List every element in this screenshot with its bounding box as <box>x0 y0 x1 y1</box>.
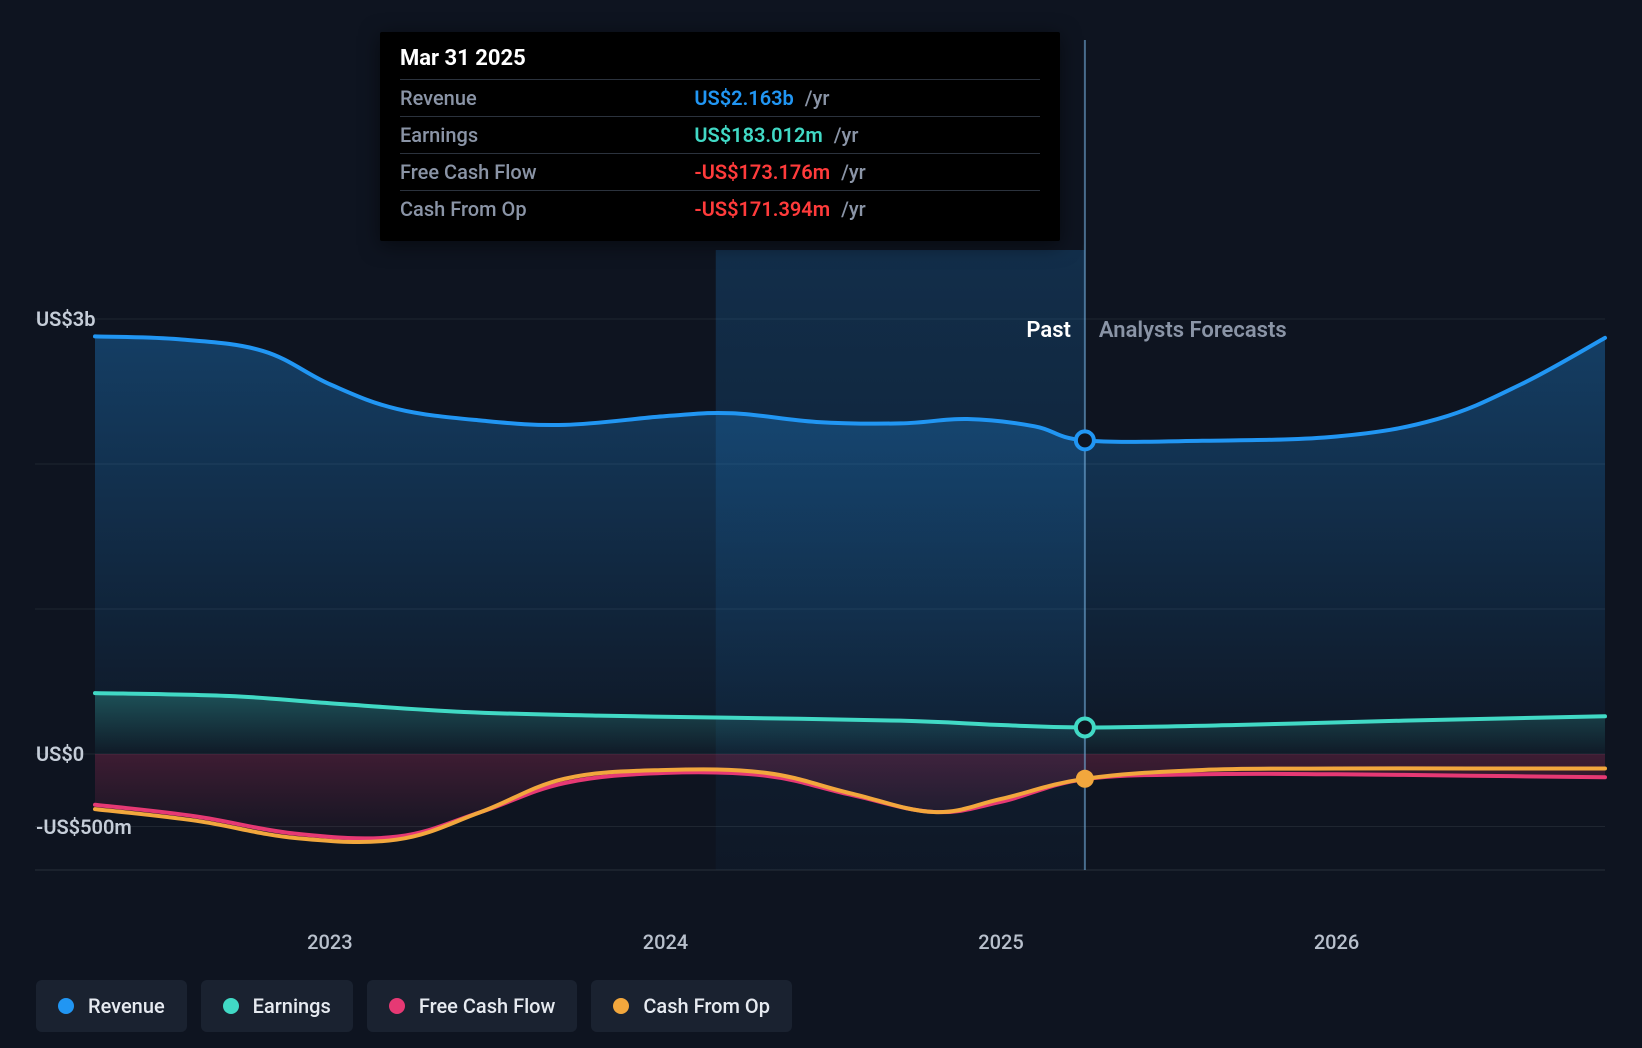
legend-item-fcf[interactable]: Free Cash Flow <box>367 980 578 1032</box>
x-axis-label: 2026 <box>1314 930 1359 954</box>
y-axis-label: US$3b <box>36 307 95 331</box>
y-axis-label: -US$500m <box>36 815 132 839</box>
tooltip-metric-value: US$183.012m /yr <box>694 117 1040 154</box>
tooltip-table: RevenueUS$2.163b /yrEarningsUS$183.012m … <box>400 79 1040 227</box>
tooltip-metric-name: Free Cash Flow <box>400 154 694 191</box>
tooltip-row: Free Cash Flow-US$173.176m /yr <box>400 154 1040 191</box>
legend-item-cfo[interactable]: Cash From Op <box>591 980 792 1032</box>
financial-chart[interactable]: US$3bUS$0-US$500m 2023202420252026 Past … <box>0 0 1642 1048</box>
tooltip-metric-value: -US$171.394m /yr <box>694 191 1040 228</box>
tooltip-metric-value: US$2.163b /yr <box>694 80 1040 117</box>
x-axis-label: 2025 <box>978 930 1023 954</box>
tooltip-metric-name: Revenue <box>400 80 694 117</box>
tooltip-row: Cash From Op-US$171.394m /yr <box>400 191 1040 228</box>
legend-item-revenue[interactable]: Revenue <box>36 980 187 1032</box>
legend-label: Earnings <box>253 994 331 1018</box>
hover-tooltip: Mar 31 2025 RevenueUS$2.163b /yrEarnings… <box>380 32 1060 241</box>
tooltip-metric-value: -US$173.176m /yr <box>694 154 1040 191</box>
hover-marker-earnings <box>1076 718 1094 736</box>
chart-legend: Revenue Earnings Free Cash Flow Cash From O… <box>36 980 792 1032</box>
hover-marker-cfo <box>1076 770 1094 788</box>
tooltip-metric-name: Earnings <box>400 117 694 154</box>
legend-item-earnings[interactable]: Earnings <box>201 980 353 1032</box>
tooltip-date: Mar 31 2025 <box>400 46 1040 79</box>
legend-label: Cash From Op <box>643 994 770 1018</box>
legend-label: Free Cash Flow <box>419 994 556 1018</box>
hover-marker-revenue <box>1076 431 1094 449</box>
region-label-past: Past <box>1026 318 1071 343</box>
legend-dot-icon <box>223 998 239 1014</box>
region-label-forecast: Analysts Forecasts <box>1099 318 1287 343</box>
x-axis-label: 2024 <box>643 930 688 954</box>
tooltip-row: EarningsUS$183.012m /yr <box>400 117 1040 154</box>
legend-dot-icon <box>58 998 74 1014</box>
legend-dot-icon <box>613 998 629 1014</box>
tooltip-metric-name: Cash From Op <box>400 191 694 228</box>
legend-label: Revenue <box>88 994 165 1018</box>
x-axis-label: 2023 <box>307 930 352 954</box>
y-axis-label: US$0 <box>36 742 84 766</box>
tooltip-row: RevenueUS$2.163b /yr <box>400 80 1040 117</box>
legend-dot-icon <box>389 998 405 1014</box>
